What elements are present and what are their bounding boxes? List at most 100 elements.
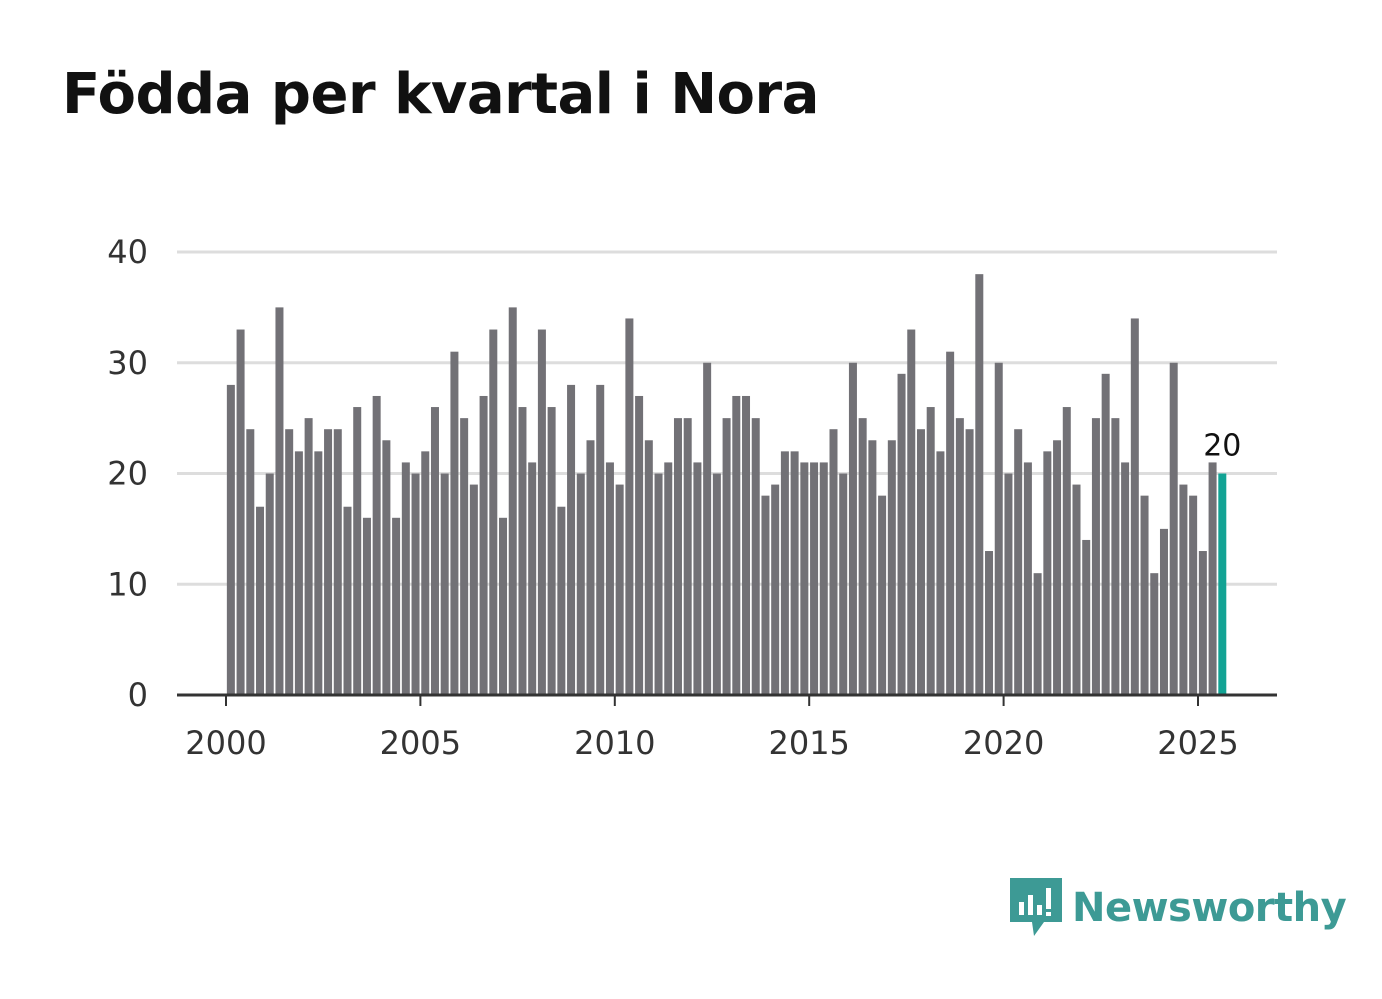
bar [314,451,323,695]
bar [537,329,546,695]
bar [294,451,303,695]
bar [858,418,867,696]
bar [1101,373,1110,695]
bar [576,473,585,695]
x-tick-label: 2005 [380,724,461,762]
y-tick-label: 30 [107,344,148,382]
x-tick-label: 2020 [963,724,1044,762]
bar [489,329,498,695]
bar [1043,451,1052,695]
bar [926,407,935,695]
y-tick-label: 0 [128,676,148,714]
bar [401,462,410,695]
x-tick-label: 2010 [574,724,655,762]
bar [887,440,896,695]
bar [557,506,566,695]
bar [654,473,663,695]
x-tick-label: 2000 [185,724,266,762]
bar [683,418,692,696]
bar [392,517,401,695]
bar [285,429,294,695]
bar [411,473,420,695]
bar [810,462,819,695]
bar [1062,407,1071,695]
bar [246,429,255,695]
bar [1169,362,1178,695]
bar [1150,573,1159,695]
bar [664,462,673,695]
bar [382,440,391,695]
bar [1014,429,1023,695]
y-axis-ticks: 0 10 20 30 40 [107,233,148,714]
bar [430,407,439,695]
bar [479,395,488,695]
bar [1072,484,1081,695]
bar [868,440,877,695]
bar [265,473,274,695]
bar [518,407,527,695]
bar [985,551,994,695]
bar [596,384,605,695]
bar [236,329,245,695]
bar [1198,551,1207,695]
bar [440,473,449,695]
bar [975,274,984,695]
bar [275,307,284,696]
bar [1130,318,1139,695]
bar [800,462,809,695]
bar [751,418,760,696]
bar [780,451,789,695]
bar [1033,573,1042,695]
bar [916,429,925,695]
bar [635,395,644,695]
x-axis-ticks: 2000 2005 2010 2015 2020 2025 [185,724,1238,762]
bar [946,351,955,695]
bar [499,517,508,695]
bar [829,429,838,695]
bar [226,384,235,695]
bar [722,418,731,696]
bar [450,351,459,695]
bar [994,362,1003,695]
bar [421,451,430,695]
bar [703,362,712,695]
y-tick-label: 10 [107,565,148,603]
bar [615,484,624,695]
bar [955,418,964,696]
bar [625,318,634,695]
bar [567,384,576,695]
bar [1140,495,1149,695]
bar [1179,484,1188,695]
bar [936,451,945,695]
bar [965,429,974,695]
chart-title: Födda per kvartal i Nora [62,62,819,127]
bar [256,506,265,695]
bar [1121,462,1130,695]
bar [1159,528,1168,696]
bar-latest [1218,473,1227,695]
bar [732,395,741,695]
bar [460,418,469,696]
bar [362,517,371,695]
x-tick-label: 2025 [1157,724,1238,762]
bar [848,362,857,695]
bar [1082,539,1091,695]
bar [508,307,517,696]
bar [839,473,848,695]
bar [878,495,887,695]
annotations: 20 [1203,429,1241,464]
bar [324,429,333,695]
bar [897,373,906,695]
x-axis [177,693,1277,706]
bar [1091,418,1100,696]
bar [693,462,702,695]
bar [372,395,381,695]
bar [673,418,682,696]
bar [1053,440,1062,695]
bar [644,440,653,695]
x-tick-label: 2015 [768,724,849,762]
bar [1189,495,1198,695]
bar [1208,462,1217,695]
bar [333,429,342,695]
